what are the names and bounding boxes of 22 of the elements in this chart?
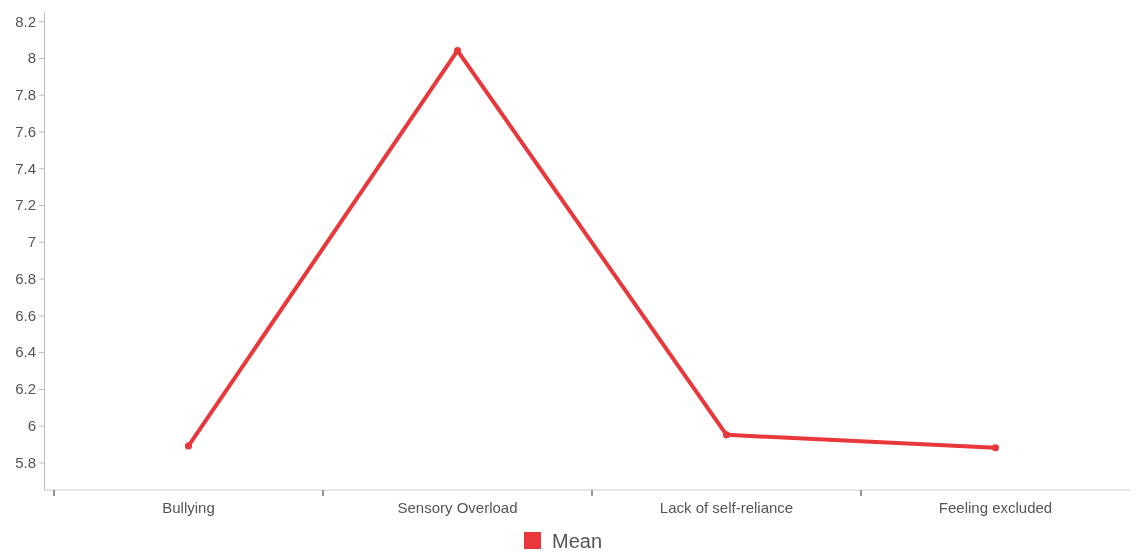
y-tick-label: 6.4 [15,343,36,361]
point [991,444,1000,452]
y-tick-label: 8 [27,49,36,67]
y-tick-label: 8.2 [15,12,36,30]
y-tick-label: 7 [27,233,36,251]
legend-label: Mean [552,530,603,552]
point [453,47,462,55]
y-tick-label: 5.8 [15,453,36,471]
y-tick-label: 7.8 [15,86,36,104]
y-tick-label: 6.2 [15,380,36,398]
y-tick-label: 6.8 [15,269,36,287]
point [722,431,731,439]
x-tick-label: Lack of self-reliance [659,498,794,516]
y-tick-label: 6.6 [15,306,36,324]
y-tick-label: 6 [27,416,36,434]
y-tick-label: 7.4 [15,159,36,177]
point [184,442,193,450]
y-tick-label: 7.6 [15,122,36,140]
y-tick-label: 7.2 [15,196,36,214]
x-tick-label: Bullying [162,498,215,516]
x-tick-label: Feeling excluded [938,498,1053,516]
x-tick-label: Sensory Overload [397,498,518,516]
